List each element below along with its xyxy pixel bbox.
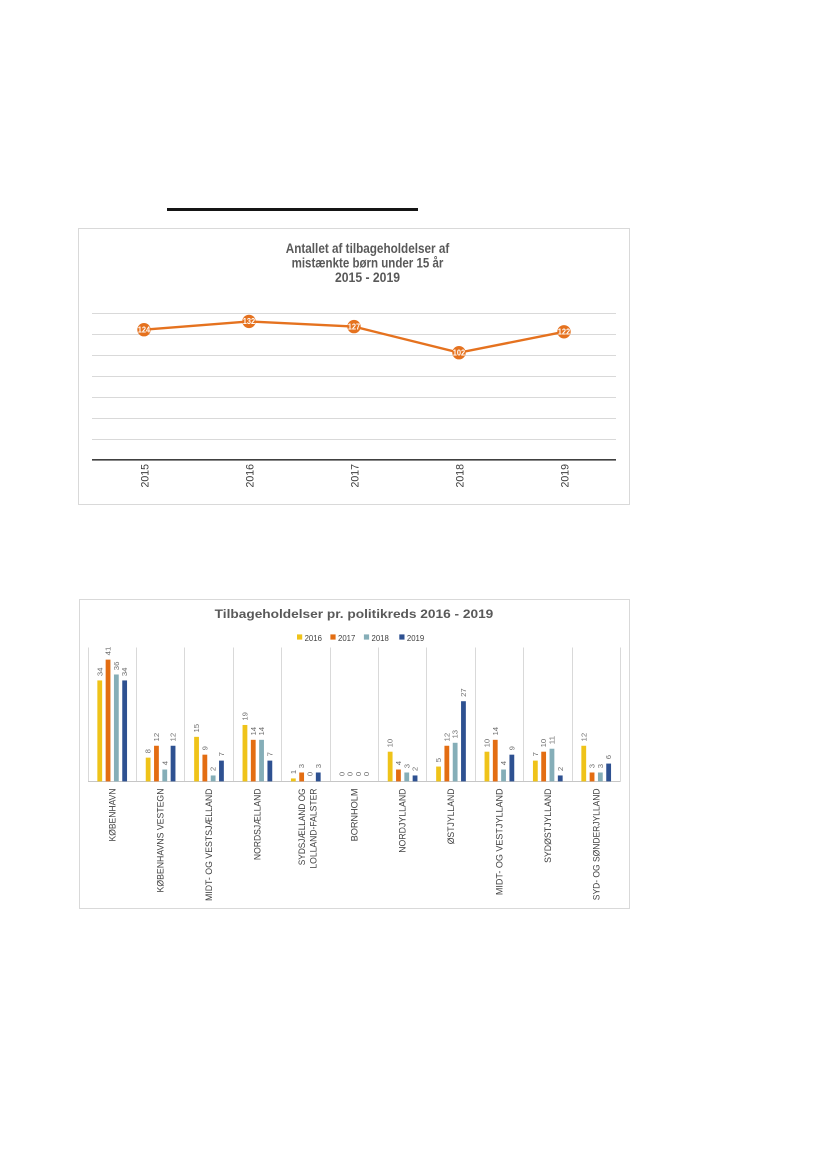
svg-text:132: 132 <box>243 317 256 326</box>
svg-text:3: 3 <box>596 764 605 768</box>
svg-text:41: 41 <box>104 647 113 656</box>
svg-text:2: 2 <box>411 767 420 771</box>
svg-text:7: 7 <box>531 752 540 756</box>
svg-text:0: 0 <box>354 772 363 776</box>
svg-text:4: 4 <box>394 761 403 765</box>
svg-text:7: 7 <box>265 752 274 756</box>
svg-text:0: 0 <box>346 772 355 776</box>
svg-text:2019: 2019 <box>560 464 572 488</box>
svg-text:2016: 2016 <box>245 464 257 488</box>
svg-text:2: 2 <box>556 767 565 771</box>
svg-text:19: 19 <box>241 712 250 721</box>
svg-text:ØSTJYLLAND: ØSTJYLLAND <box>446 788 456 844</box>
svg-text:127: 127 <box>348 322 361 331</box>
svg-text:SYDØSTJYLLAND: SYDØSTJYLLAND <box>543 788 553 863</box>
svg-text:3: 3 <box>588 764 597 768</box>
svg-text:3: 3 <box>314 764 323 768</box>
svg-text:36: 36 <box>112 662 121 671</box>
svg-text:102: 102 <box>453 349 466 358</box>
svg-text:MIDT- OG VESTSJÆLLAND: MIDT- OG VESTSJÆLLAND <box>204 788 214 901</box>
svg-text:0: 0 <box>337 772 346 776</box>
svg-text:124: 124 <box>138 326 151 335</box>
svg-text:4: 4 <box>160 761 169 765</box>
svg-text:34: 34 <box>95 668 104 677</box>
svg-text:2015: 2015 <box>140 464 152 488</box>
svg-text:122: 122 <box>558 328 571 337</box>
svg-text:11: 11 <box>548 736 557 745</box>
svg-text:Antallet af tilbageholdelser a: Antallet af tilbageholdelser af <box>286 240 450 256</box>
svg-text:SYDSJÆLLAND OG: SYDSJÆLLAND OG <box>297 789 307 866</box>
svg-text:12: 12 <box>152 733 161 742</box>
svg-text:12: 12 <box>442 733 451 742</box>
svg-text:Tilbageholdelser pr. politikre: Tilbageholdelser pr. politikreds 2016 - … <box>215 607 494 621</box>
svg-text:0: 0 <box>362 772 371 776</box>
svg-text:SYD- OG SØNDERJYLLAND: SYD- OG SØNDERJYLLAND <box>591 788 601 900</box>
svg-text:14: 14 <box>491 727 500 736</box>
svg-text:13: 13 <box>451 730 460 739</box>
svg-text:12: 12 <box>169 733 178 742</box>
svg-text:MIDT- OG VESTJYLLAND: MIDT- OG VESTJYLLAND <box>495 788 505 895</box>
svg-text:34: 34 <box>120 668 129 677</box>
svg-text:9: 9 <box>507 746 516 750</box>
svg-text:14: 14 <box>249 727 258 736</box>
svg-text:KØBENHAVNS VESTEGN: KØBENHAVNS VESTEGN <box>156 789 166 893</box>
svg-text:KØBENHAVN: KØBENHAVN <box>107 789 117 842</box>
svg-text:14: 14 <box>257 727 266 736</box>
svg-text:3: 3 <box>402 764 411 768</box>
svg-text:10: 10 <box>386 739 395 748</box>
svg-text:9: 9 <box>200 746 209 750</box>
svg-text:2016: 2016 <box>305 633 322 643</box>
svg-text:2015 - 2019: 2015 - 2019 <box>335 269 400 285</box>
svg-text:1: 1 <box>289 770 298 774</box>
svg-text:2: 2 <box>209 767 218 771</box>
svg-text:BORNHOLM: BORNHOLM <box>349 789 359 842</box>
svg-text:2018: 2018 <box>455 464 467 488</box>
svg-text:15: 15 <box>192 724 201 733</box>
svg-text:4: 4 <box>499 761 508 765</box>
svg-text:2017: 2017 <box>350 464 362 488</box>
svg-text:NORDJYLLAND: NORDJYLLAND <box>398 788 408 853</box>
svg-text:LOLLAND-FALSTER: LOLLAND-FALSTER <box>308 788 318 868</box>
svg-text:8: 8 <box>144 749 153 753</box>
svg-text:5: 5 <box>434 758 443 762</box>
svg-text:27: 27 <box>459 688 468 697</box>
svg-text:2019: 2019 <box>407 633 424 643</box>
svg-text:10: 10 <box>539 739 548 748</box>
svg-text:0: 0 <box>306 772 315 776</box>
svg-text:mistænkte børn under 15 år: mistænkte børn under 15 år <box>292 255 444 271</box>
svg-text:NORDSJÆLLAND: NORDSJÆLLAND <box>253 788 263 860</box>
svg-text:3: 3 <box>297 764 306 768</box>
svg-text:7: 7 <box>217 752 226 756</box>
svg-text:2017: 2017 <box>338 633 355 643</box>
svg-text:6: 6 <box>604 755 613 759</box>
svg-text:10: 10 <box>483 739 492 748</box>
svg-text:12: 12 <box>579 733 588 742</box>
svg-text:2018: 2018 <box>372 633 389 643</box>
